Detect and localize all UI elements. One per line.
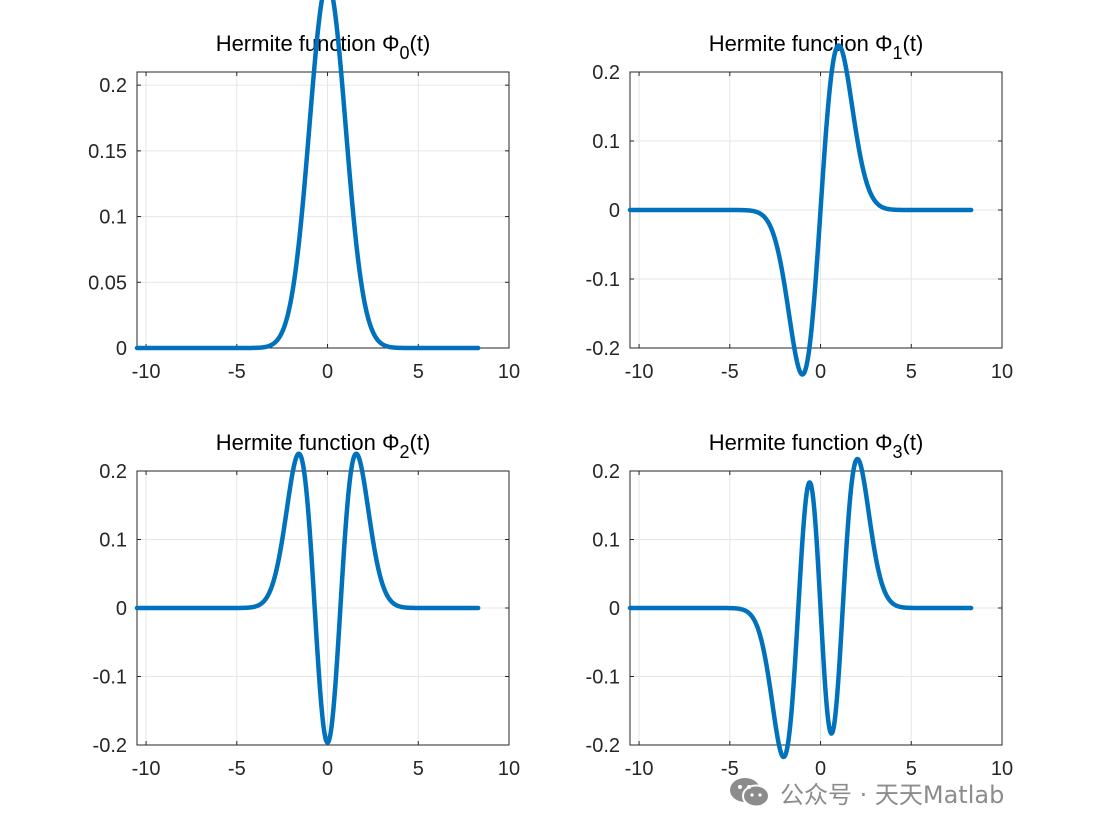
y-tick-label: 0.2: [592, 461, 620, 483]
x-tick-label: 5: [413, 758, 424, 780]
x-tick-label: 5: [906, 361, 917, 383]
x-tick-label: 5: [413, 361, 424, 383]
x-tick-label: 10: [498, 758, 520, 780]
chart-title: Hermite function Φ1(t): [709, 31, 924, 63]
y-tick-label: 0.1: [592, 530, 620, 552]
chart-title: Hermite function Φ0(t): [216, 31, 431, 63]
y-tick-label: 0.2: [99, 461, 127, 483]
series-line: [627, 43, 974, 377]
y-tick-label: -0.1: [586, 269, 620, 291]
x-tick-label: 10: [991, 361, 1013, 383]
y-tick-label: -0.2: [93, 735, 127, 757]
y-tick-label: 0: [116, 598, 127, 620]
x-tick-label: -10: [132, 758, 161, 780]
series-line: [134, 0, 481, 351]
y-tick-label: -0.1: [93, 667, 127, 689]
y-tick-label: 0.1: [592, 131, 620, 153]
subplot-0: -10 -5 0 5 10 0 0.05 0.1 0.15 0.2 Hermite function…: [88, 0, 520, 383]
chart-title: Hermite function Φ3(t): [709, 430, 924, 462]
y-tick-label: -0.2: [586, 338, 620, 360]
x-tick-label: -10: [625, 361, 654, 383]
y-tick-label: 0.15: [88, 141, 127, 163]
y-tick-label: 0.05: [88, 272, 127, 294]
watermark-text: 公众号 · 天天Matlab: [780, 780, 1005, 809]
x-tick-label: 5: [906, 758, 917, 780]
y-tick-label: 0.2: [99, 75, 127, 97]
chart-title: Hermite function Φ2(t): [216, 430, 431, 462]
axes-box: [136, 71, 510, 349]
x-tick-label: 0: [322, 361, 333, 383]
x-tick-label: -5: [721, 758, 739, 780]
y-tick-label: 0: [116, 338, 127, 360]
x-tick-label: -5: [721, 361, 739, 383]
x-tick-label: -10: [132, 361, 161, 383]
series-line: [134, 451, 481, 745]
y-tick-label: -0.1: [586, 667, 620, 689]
x-tick-label: 10: [991, 758, 1013, 780]
subplot-2: -10 -5 0 5 10 -0.2 -0.1 0 0.1 0.2 Hermite function…: [93, 430, 521, 780]
x-tick-label: 0: [322, 758, 333, 780]
y-tick-label: 0: [609, 598, 620, 620]
y-tick-label: 0.2: [592, 62, 620, 84]
x-tick-label: -5: [228, 361, 246, 383]
subplot-1: -10 -5 0 5 10 -0.2 -0.1 0 0.1 0.2 Hermite function…: [586, 31, 1014, 383]
subplot-3: -10 -5 0 5 10 -0.2 -0.1 0 0.1 0.2 Hermite function…: [586, 430, 1014, 780]
x-tick-label: -5: [228, 758, 246, 780]
y-tick-label: -0.2: [586, 735, 620, 757]
x-tick-label: 0: [815, 361, 826, 383]
x-tick-label: -10: [625, 758, 654, 780]
wechat-icon: [730, 778, 770, 808]
y-tick-label: 0.1: [99, 530, 127, 552]
watermark: 公众号 · 天天Matlab: [728, 772, 1004, 812]
x-tick-label: 10: [498, 361, 520, 383]
y-tick-label: 0: [609, 200, 620, 222]
y-tick-label: 0.1: [99, 207, 127, 229]
x-tick-label: 0: [815, 758, 826, 780]
series-line: [627, 456, 974, 760]
